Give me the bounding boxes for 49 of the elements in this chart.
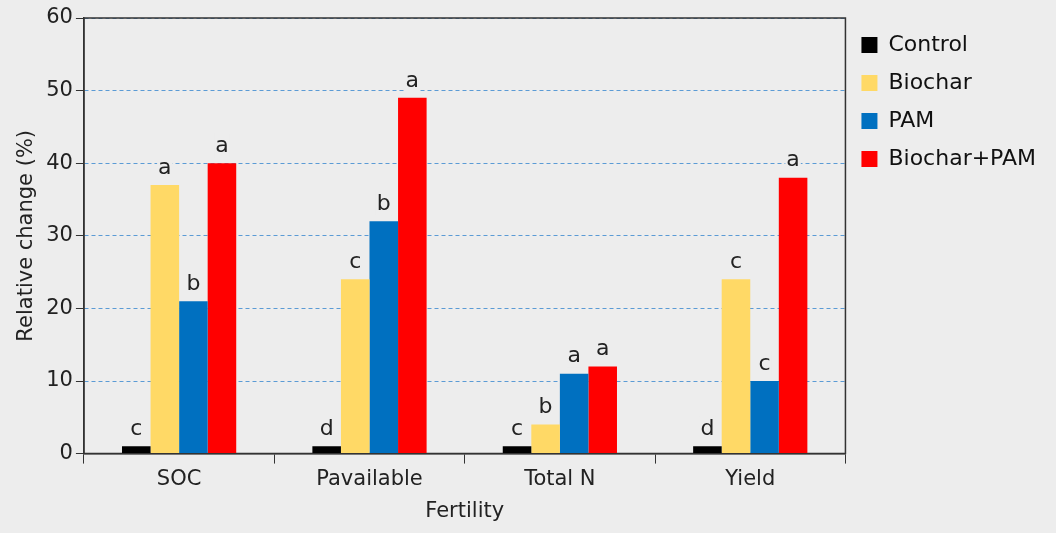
y-tick-label: 20 xyxy=(46,294,73,319)
data-label: a xyxy=(158,153,172,179)
bar xyxy=(559,373,589,454)
data-label: c xyxy=(729,248,743,274)
x-axis-title: Fertility xyxy=(425,497,505,522)
data-label: a xyxy=(595,335,610,361)
y-tick-label: 40 xyxy=(46,149,73,174)
data-label: a xyxy=(786,146,800,172)
bar xyxy=(122,446,151,454)
bar xyxy=(693,446,722,454)
legend-label: Control xyxy=(888,30,968,56)
bar xyxy=(588,366,617,454)
data-label: c xyxy=(130,415,143,441)
data-label: a xyxy=(567,342,581,368)
data-label: a xyxy=(215,131,229,157)
y-tick-label: 30 xyxy=(46,222,73,247)
y-tick-label: 50 xyxy=(46,77,73,102)
y-tick-label: 0 xyxy=(59,440,73,465)
legend-label: Biochar+PAM xyxy=(888,144,1037,170)
bar xyxy=(179,301,208,454)
data-label: a xyxy=(405,66,420,92)
y-tick-label: 60 xyxy=(46,4,73,29)
bar xyxy=(369,221,399,454)
bar xyxy=(778,177,808,454)
bar xyxy=(398,97,427,454)
x-tick-label: Yield xyxy=(724,465,776,490)
y-tick-label: 10 xyxy=(46,367,73,392)
bar xyxy=(531,424,560,454)
x-tick-label: Pavailable xyxy=(316,465,423,490)
bar xyxy=(750,381,779,454)
data-label: b xyxy=(186,269,201,295)
data-label: b xyxy=(538,393,553,419)
x-tick-label: SOC xyxy=(156,465,202,490)
bar xyxy=(207,163,237,454)
data-label: c xyxy=(758,349,771,375)
data-label: b xyxy=(376,190,391,215)
bar xyxy=(721,279,751,454)
bar xyxy=(150,184,180,454)
data-label: c xyxy=(510,415,524,441)
bar xyxy=(340,279,370,454)
bar xyxy=(312,446,341,454)
data-label: c xyxy=(349,248,362,274)
bar xyxy=(502,446,532,454)
legend-label: PAM xyxy=(888,106,935,132)
data-label: d xyxy=(700,415,715,441)
y-axis-title: Relative change (%) xyxy=(13,129,38,342)
data-label: d xyxy=(319,415,334,441)
x-tick-label: Total N xyxy=(523,465,596,490)
legend-label: Biochar xyxy=(888,68,973,94)
